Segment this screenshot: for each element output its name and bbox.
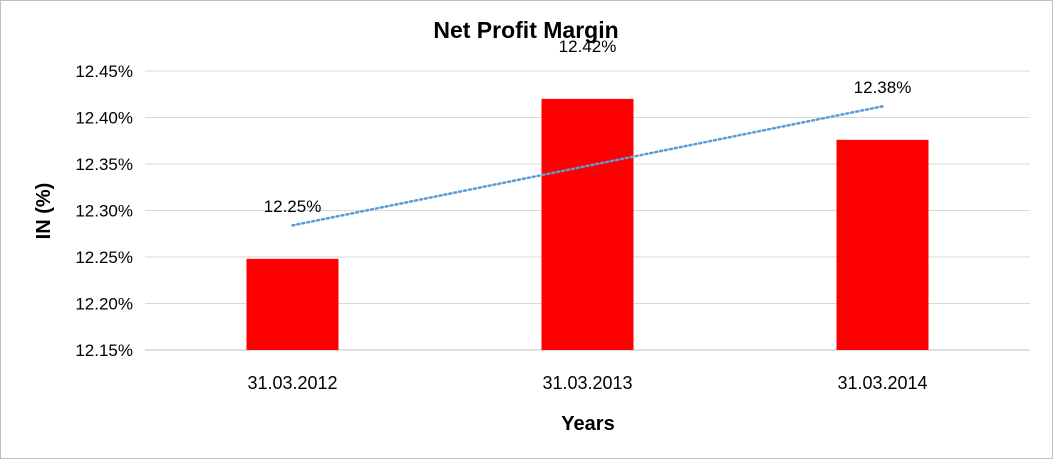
- x-tick-label: 31.03.2013: [542, 373, 632, 393]
- x-tick-label: 31.03.2012: [247, 373, 337, 393]
- chart-title: Net Profit Margin: [433, 17, 618, 43]
- y-axis-title: IN (%): [33, 183, 55, 240]
- y-tick-label: 12.20%: [75, 295, 133, 314]
- trendline: [291, 105, 884, 227]
- y-tick-label: 12.25%: [75, 248, 133, 267]
- y-tick-label: 12.15%: [75, 341, 133, 360]
- data-label: 12.42%: [559, 37, 617, 56]
- data-labels: 12.25% 12.42% 12.38%: [264, 37, 912, 216]
- x-axis-categories: 31.03.2012 31.03.2013 31.03.2014: [247, 373, 927, 393]
- y-tick-label: 12.30%: [75, 202, 133, 221]
- y-tick-label: 12.35%: [75, 155, 133, 174]
- bars: [246, 98, 929, 351]
- x-tick-label: 31.03.2014: [837, 373, 927, 393]
- x-axis-title: Years: [561, 413, 614, 435]
- data-label: 12.38%: [854, 78, 912, 97]
- trendline-group: [291, 105, 884, 227]
- y-axis-ticks: 12.15% 12.20% 12.25% 12.30% 12.35% 12.40% 12.4…: [75, 62, 133, 360]
- y-tick-label: 12.40%: [75, 109, 133, 128]
- bar: [836, 139, 929, 350]
- data-label: 12.25%: [264, 197, 322, 216]
- bar: [541, 98, 634, 351]
- bar: [246, 258, 339, 350]
- y-tick-label: 12.45%: [75, 62, 133, 81]
